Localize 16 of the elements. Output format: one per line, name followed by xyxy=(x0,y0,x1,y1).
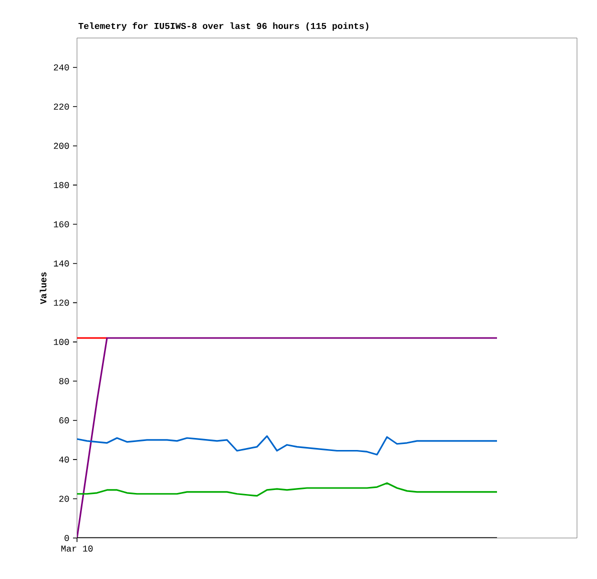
y-tick-label: 40 xyxy=(59,456,69,463)
y-tick-label: 80 xyxy=(59,378,69,384)
y-axis-title: Values xyxy=(40,272,46,304)
y-tick-label: 120 xyxy=(54,300,69,306)
y-tick-label: 0 xyxy=(64,534,69,542)
x-tick-label: Mar 10 xyxy=(61,546,93,552)
y-tick-label: 220 xyxy=(54,104,69,110)
y-tick-label: 60 xyxy=(59,417,69,424)
y-tick-label: 200 xyxy=(54,142,69,149)
y-tick-label: 140 xyxy=(54,260,69,267)
y-tick-label: 240 xyxy=(54,64,69,70)
y-tick-label: 20 xyxy=(59,496,69,502)
y-tick-label: 100 xyxy=(54,338,69,345)
y-tick-label: 180 xyxy=(54,182,69,188)
chart-title: Telemetry for IU5IWS-8 over last 96 hours (115 points) xyxy=(78,22,368,31)
y-tick-label: 160 xyxy=(54,221,69,228)
